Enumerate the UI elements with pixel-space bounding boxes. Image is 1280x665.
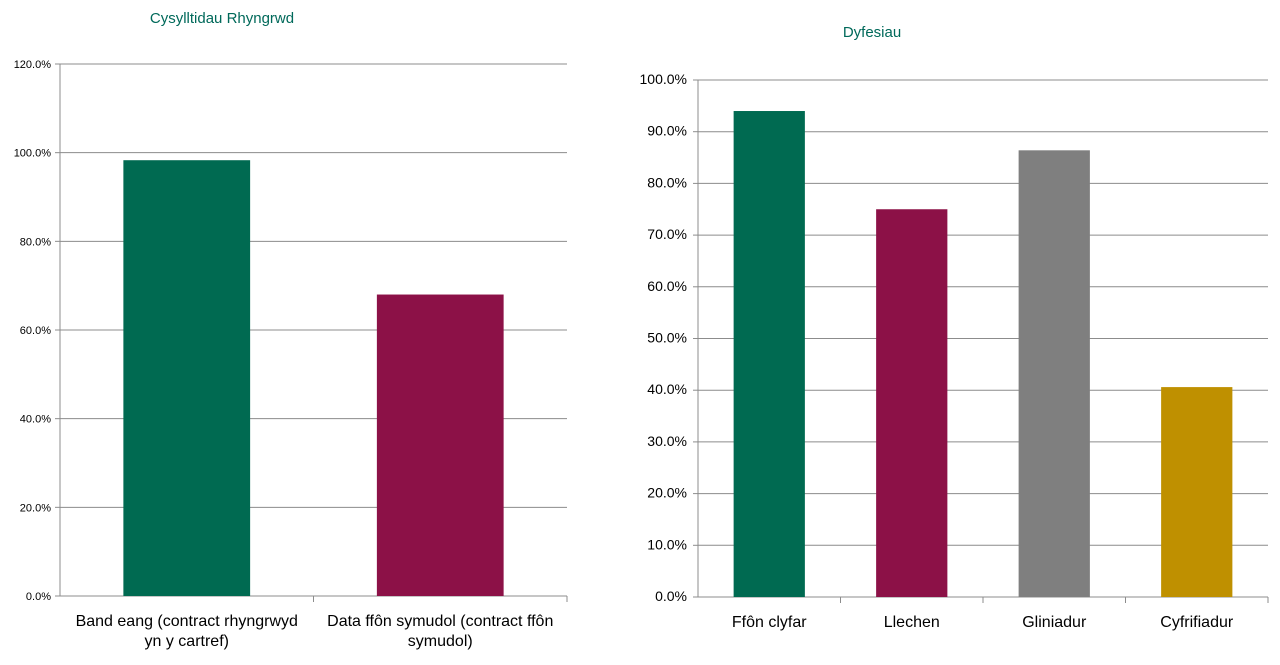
category-label: Data ffôn symudol (contract ffôn bbox=[327, 613, 553, 630]
y-tick-label: 0.0% bbox=[26, 591, 51, 603]
y-tick-label: 0.0% bbox=[655, 588, 687, 604]
y-tick-label: 40.0% bbox=[647, 381, 687, 397]
category-label: Ffôn clyfar bbox=[732, 614, 807, 631]
bar bbox=[376, 294, 504, 596]
y-tick-label: 40.0% bbox=[20, 414, 51, 426]
bar bbox=[876, 209, 948, 597]
y-tick-label: 100.0% bbox=[14, 148, 52, 160]
category-label: Band eang (contract rhyngrwyd bbox=[76, 613, 298, 630]
bar bbox=[733, 111, 805, 598]
bar bbox=[123, 160, 251, 596]
chart-title: Cysylltidau Rhyngrwd bbox=[150, 10, 294, 27]
y-tick-label: 60.0% bbox=[20, 325, 51, 337]
y-tick-label: 10.0% bbox=[647, 536, 687, 552]
category-label: symudol) bbox=[408, 633, 473, 650]
y-tick-label: 100.0% bbox=[640, 71, 687, 87]
y-tick-label: 20.0% bbox=[647, 485, 687, 501]
category-label: yn y cartref) bbox=[145, 633, 229, 650]
y-tick-label: 120.0% bbox=[14, 59, 52, 71]
bar bbox=[1161, 387, 1233, 597]
chart-internet-connections: Cysylltidau Rhyngrwd 0.0% 20.0% 40.0% 60.0% 8… bbox=[14, 10, 568, 650]
bar bbox=[1018, 150, 1090, 597]
chart-devices: Dyfesiau 0.0% 10.0% 20.0% 30.0% 40.0% 50.0% 60.… bbox=[640, 24, 1269, 631]
y-tick-label: 20.0% bbox=[20, 502, 51, 514]
y-tick-label: 50.0% bbox=[647, 330, 687, 346]
y-tick-label: 90.0% bbox=[647, 123, 687, 139]
category-label: Llechen bbox=[884, 614, 940, 631]
y-tick-label: 60.0% bbox=[647, 278, 687, 294]
y-tick-label: 70.0% bbox=[647, 226, 687, 242]
category-label: Gliniadur bbox=[1022, 614, 1087, 631]
y-tick-label: 30.0% bbox=[647, 433, 687, 449]
y-tick-label: 80.0% bbox=[647, 174, 687, 190]
y-tick-label: 80.0% bbox=[20, 236, 51, 248]
chart-title: Dyfesiau bbox=[843, 24, 901, 41]
category-label: Cyfrifiadur bbox=[1160, 614, 1234, 631]
